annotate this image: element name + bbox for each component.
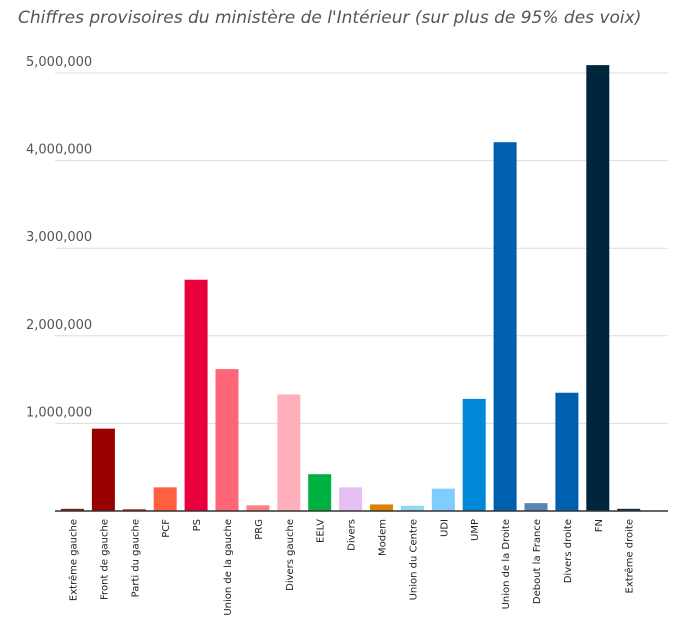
x-tick-label: Union de la Droite (501, 519, 512, 609)
y-tick-label: 5,000,000 (26, 55, 92, 70)
bars-layer (61, 65, 641, 512)
bar-union-de-la-gauche[interactable] (215, 369, 239, 511)
x-tick-label: Extrême gauche (68, 519, 80, 601)
y-tick-label: 2,000,000 (26, 318, 92, 333)
bar-front-de-gauche[interactable] (91, 428, 115, 511)
x-tick-label: Parti du gauche (130, 519, 141, 597)
x-tick-label: Front de gauche (99, 519, 110, 600)
bar-ps[interactable] (184, 279, 208, 511)
x-tick-label: Divers (347, 519, 358, 551)
bar-extr-me-droite[interactable] (617, 508, 641, 511)
bar-divers-droite[interactable] (555, 392, 579, 511)
x-tick-label: Divers gauche (285, 519, 296, 591)
x-tick-label: Union du Centre (408, 519, 419, 600)
axis-layer: 1,000,000 2,000,000 3,000,000 4,000,000 5,00… (26, 55, 668, 616)
y-tick-label: 1,000,000 (26, 405, 92, 420)
y-tick-label: 4,000,000 (26, 143, 92, 158)
bar-union-du-centre[interactable] (400, 505, 424, 511)
bar-debout-la-france[interactable] (524, 503, 548, 511)
bar-prg[interactable] (246, 505, 270, 511)
bar-divers-gauche[interactable] (277, 394, 301, 511)
bar-modem[interactable] (370, 504, 393, 511)
x-tick-label: UMP (470, 519, 481, 541)
x-tick-label: PS (192, 519, 203, 531)
x-tick-label: Modem (378, 519, 389, 556)
x-tick-label: PRG (254, 519, 265, 540)
x-tick-label: Union de la gauche (223, 519, 234, 616)
bar-divers[interactable] (339, 487, 363, 511)
bar-parti-du-gauche[interactable] (122, 509, 146, 511)
x-tick-label: UDI (439, 519, 450, 537)
grid-layer (55, 72, 668, 424)
bar-eelv[interactable] (308, 474, 332, 511)
chart-title: Chiffres provisoires du ministère de l'I… (18, 8, 642, 28)
x-tick-label: Extrême droite (624, 519, 636, 593)
x-tick-label: Divers droite (563, 519, 574, 583)
x-tick-label: Debout la France (532, 519, 543, 604)
bar-extr-me-gauche[interactable] (61, 508, 84, 511)
bar-fn[interactable] (586, 65, 610, 511)
x-tick-label: FN (594, 519, 605, 532)
bar-union-de-la-droite[interactable] (493, 142, 517, 512)
bar-udi[interactable] (431, 488, 455, 511)
y-tick-label: 3,000,000 (26, 230, 92, 245)
x-tick-label: EELV (316, 519, 327, 543)
bar-ump[interactable] (462, 398, 486, 511)
x-tick-label: PCF (161, 519, 172, 538)
bar-pcf[interactable] (153, 487, 177, 511)
